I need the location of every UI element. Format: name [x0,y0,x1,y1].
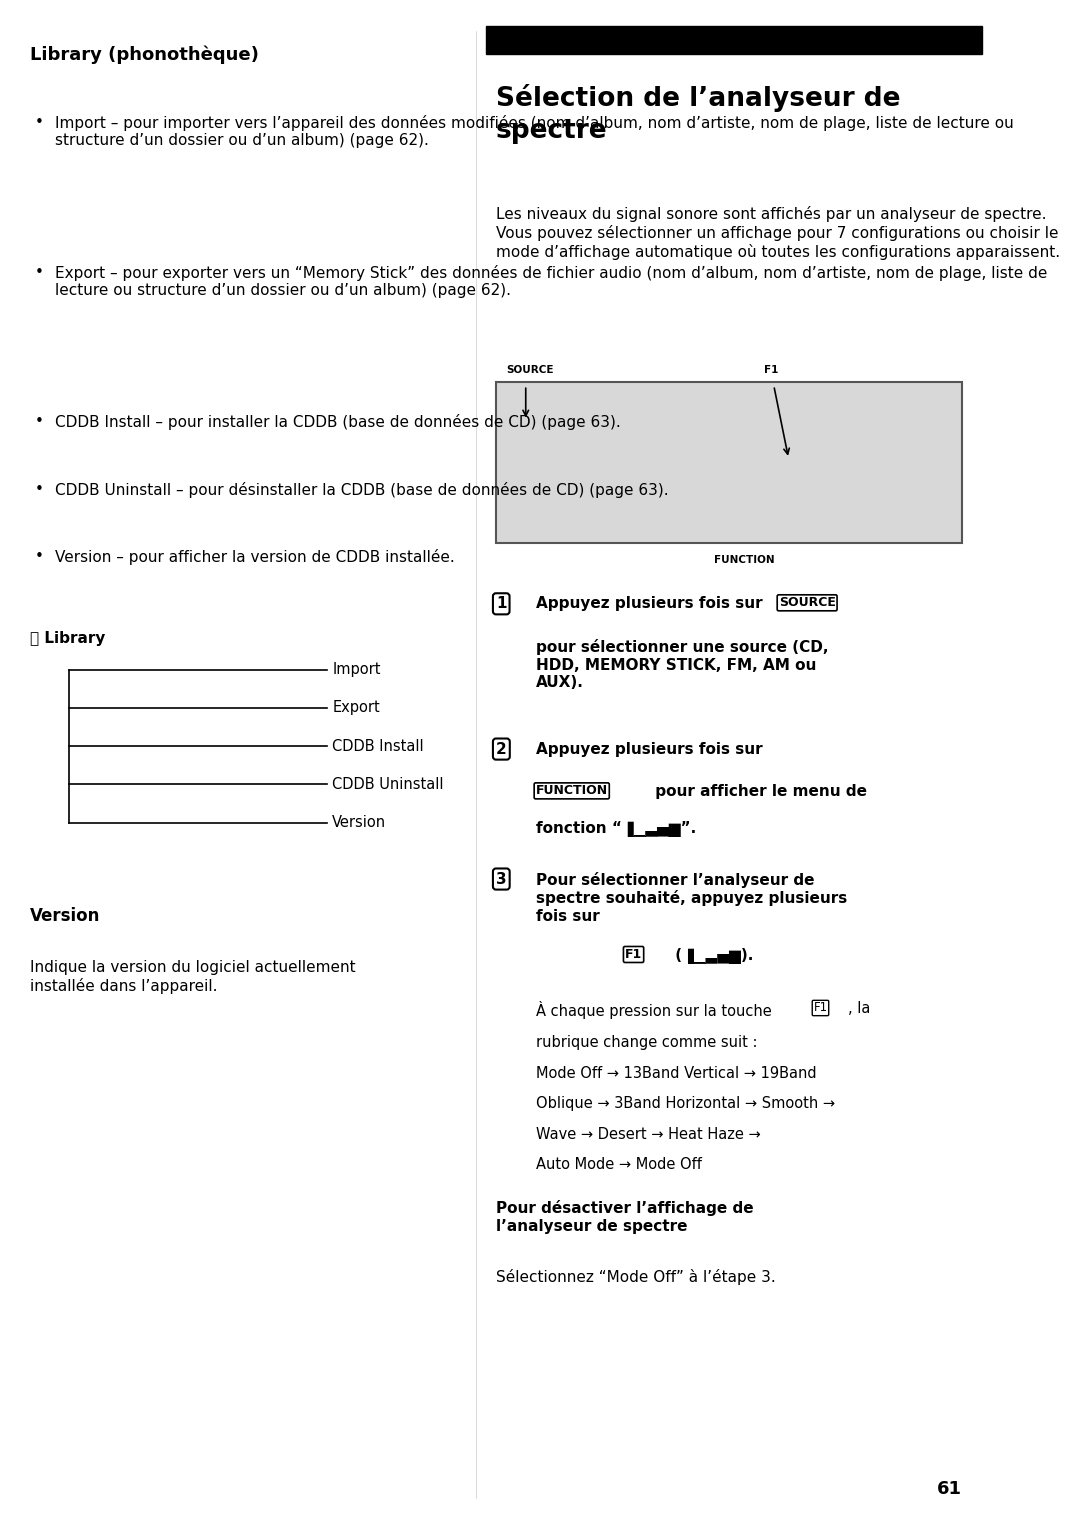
Text: 💼 Library: 💼 Library [30,631,105,647]
Text: CDDB Install: CDDB Install [333,739,424,754]
Text: Version: Version [333,815,387,830]
Text: Export – pour exporter vers un “Memory Stick” des données de fichier audio (nom : Export – pour exporter vers un “Memory S… [55,265,1047,298]
Text: •: • [35,414,43,430]
Text: SOURCE: SOURCE [505,364,553,375]
Text: Version – pour afficher la version de CDDB installée.: Version – pour afficher la version de CD… [55,549,455,564]
Text: Appuyez plusieurs fois sur: Appuyez plusieurs fois sur [536,596,768,612]
Text: 61: 61 [937,1480,962,1498]
Text: F1: F1 [813,1001,827,1015]
Bar [486,26,982,54]
Text: fonction “▐▁▃▅▇”.: fonction “▐▁▃▅▇”. [536,821,696,836]
Text: rubrique change comme suit :: rubrique change comme suit : [536,1035,757,1050]
Text: pour afficher le menu de: pour afficher le menu de [650,784,867,800]
Text: Pour sélectionner l’analyseur de
spectre souhaité, appuyez plusieurs
fois sur: Pour sélectionner l’analyseur de spectre… [536,872,847,924]
Text: F1: F1 [625,948,643,962]
Text: •: • [35,549,43,564]
Text: Mode Off → 13Band Vertical → 19Band: Mode Off → 13Band Vertical → 19Band [536,1066,816,1081]
Bar [496,382,962,543]
Text: 2: 2 [496,742,507,757]
Text: (▐▁▃▅▇).: (▐▁▃▅▇). [670,948,753,963]
Text: 3: 3 [496,872,507,887]
Text: Library (phonothèque): Library (phonothèque) [30,46,258,64]
Text: Sélection de l’analyseur de
spectre: Sélection de l’analyseur de spectre [496,84,901,144]
Text: •: • [35,265,43,280]
Text: CDDB Uninstall: CDDB Uninstall [333,777,444,792]
Text: F1: F1 [764,364,779,375]
Text: CDDB Uninstall – pour désinstaller la CDDB (base de données de CD) (page 63).: CDDB Uninstall – pour désinstaller la CD… [55,482,669,497]
Text: À chaque pression sur la touche: À chaque pression sur la touche [536,1001,777,1020]
Text: Version: Version [30,907,100,925]
Text: FUNCTION: FUNCTION [536,784,608,798]
Text: Indique la version du logiciel actuellement
installée dans l’appareil.: Indique la version du logiciel actuellem… [30,960,355,994]
Text: Wave → Desert → Heat Haze →: Wave → Desert → Heat Haze → [536,1127,760,1142]
Text: Auto Mode → Mode Off: Auto Mode → Mode Off [536,1157,702,1173]
Text: Import – pour importer vers l’appareil des données modifiées (nom d’album, nom d: Import – pour importer vers l’appareil d… [55,115,1013,148]
Text: Appuyez plusieurs fois sur: Appuyez plusieurs fois sur [536,742,762,757]
Text: Import: Import [333,662,381,677]
Text: Oblique → 3Band Horizontal → Smooth →: Oblique → 3Band Horizontal → Smooth → [536,1096,835,1112]
Text: Sélectionnez “Mode Off” à l’étape 3.: Sélectionnez “Mode Off” à l’étape 3. [496,1269,775,1284]
Text: CDDB Install – pour installer la CDDB (base de données de CD) (page 63).: CDDB Install – pour installer la CDDB (b… [55,414,620,430]
Text: 1: 1 [496,596,507,612]
Text: , la: , la [848,1001,870,1017]
Text: •: • [35,115,43,130]
Text: •: • [35,482,43,497]
Text: Les niveaux du signal sonore sont affichés par un analyseur de spectre. Vous pou: Les niveaux du signal sonore sont affich… [496,206,1061,260]
Text: Pour désactiver l’affichage de
l’analyseur de spectre: Pour désactiver l’affichage de l’analyse… [496,1200,754,1234]
Text: Export: Export [333,700,380,716]
Text: FUNCTION: FUNCTION [714,555,774,566]
Text: pour sélectionner une source (CD,
HDD, MEMORY STICK, FM, AM ou
AUX).: pour sélectionner une source (CD, HDD, M… [536,639,828,690]
Text: SOURCE: SOURCE [779,596,836,610]
